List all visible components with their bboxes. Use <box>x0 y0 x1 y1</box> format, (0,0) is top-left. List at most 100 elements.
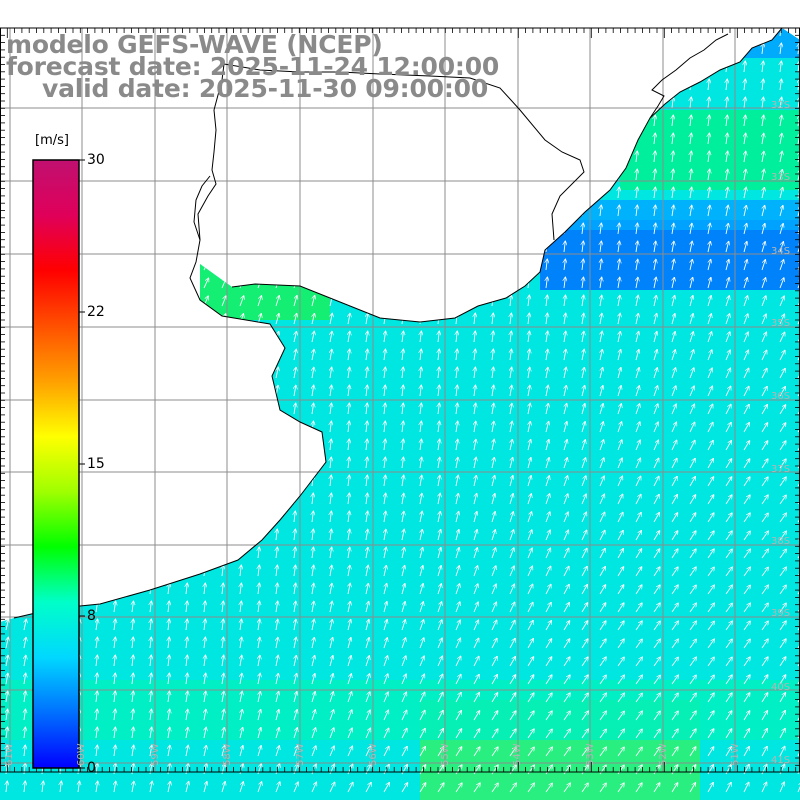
latitude-label: 38S <box>771 536 791 547</box>
wind-arrow <box>545 458 549 469</box>
wind-arrow <box>636 169 637 181</box>
wind-arrow <box>636 331 639 343</box>
wind-arrow <box>761 549 768 559</box>
wind-arrow <box>743 531 750 541</box>
wind-arrow <box>618 331 620 343</box>
wind-arrow <box>366 511 368 523</box>
wind-arrow <box>725 567 732 577</box>
wind-arrow <box>779 495 786 505</box>
wind-arrow <box>420 439 422 451</box>
wind-arrow <box>294 601 296 613</box>
wind-arrow <box>779 585 786 595</box>
wind-arrow <box>96 619 98 631</box>
wind-arrow <box>545 602 551 613</box>
wind-arrow <box>384 403 385 415</box>
wind-arrow <box>600 331 602 343</box>
wind-arrow <box>780 151 782 163</box>
wind-arrow <box>492 313 493 325</box>
wind-arrow <box>563 421 567 433</box>
wind-arrow <box>599 422 603 433</box>
wind-arrow <box>312 385 314 397</box>
wind-arrow <box>528 403 530 415</box>
wind-arrow <box>707 440 713 451</box>
wind-arrow <box>708 259 711 271</box>
wind-arrow <box>671 332 675 343</box>
wind-arrow <box>779 224 783 235</box>
wind-arrow <box>492 439 494 451</box>
wind-cell-patch <box>540 220 800 290</box>
wind-arrow <box>707 513 714 523</box>
wind-arrow <box>689 350 694 361</box>
wind-arrow <box>366 439 367 451</box>
wind-arrow <box>420 385 421 397</box>
wind-arrow <box>689 295 693 307</box>
wind-cell-patch <box>620 110 800 190</box>
wind-arrow <box>384 529 386 541</box>
wind-arrow <box>636 151 637 163</box>
wind-arrow <box>222 619 223 631</box>
wind-arrow <box>527 512 532 523</box>
latitude-label: 39S <box>771 608 791 619</box>
wind-arrow <box>348 403 349 415</box>
wind-arrow <box>240 619 242 631</box>
wind-arrow <box>420 529 422 541</box>
wind-arrow <box>509 602 515 613</box>
wind-arrow <box>725 332 730 343</box>
wind-arrow <box>653 512 660 523</box>
wind-arrow <box>744 115 746 127</box>
wind-arrow <box>743 459 750 469</box>
wind-arrow <box>546 295 547 307</box>
wind-arrow <box>780 28 781 37</box>
wind-arrow <box>563 530 569 541</box>
wind-arrow <box>725 350 730 361</box>
wind-arrow <box>491 493 495 505</box>
wind-arrow <box>690 115 691 127</box>
wind-arrow <box>654 277 656 289</box>
wind-arrow <box>581 566 587 577</box>
wind-arrow <box>582 385 585 397</box>
wind-arrow <box>635 585 642 595</box>
wind-arrow <box>545 530 550 541</box>
wind-arrow <box>689 404 695 415</box>
wind-arrow <box>510 295 511 307</box>
wind-arrow <box>761 441 768 451</box>
wind-arrow <box>474 313 475 325</box>
wind-arrow <box>240 583 241 595</box>
wind-arrow <box>761 386 767 397</box>
wind-arrow <box>635 512 641 523</box>
wind-arrow <box>762 187 764 199</box>
longitude-label: 57W <box>295 743 306 766</box>
wind-arrow <box>599 440 604 451</box>
wind-arrow <box>689 531 696 541</box>
wind-arrow <box>456 457 458 469</box>
wind-arrow <box>690 241 692 253</box>
wind-arrow <box>150 601 151 613</box>
wind-arrow <box>564 349 566 361</box>
wind-arrow <box>402 529 404 541</box>
wind-arrow <box>780 61 781 73</box>
wind-arrow <box>419 565 423 577</box>
wind-arrow <box>708 79 709 91</box>
wind-arrow <box>617 512 623 523</box>
wind-arrow <box>743 477 750 487</box>
wind-arrow <box>726 241 729 253</box>
wind-arrow <box>582 295 584 307</box>
wind-arrow <box>581 603 588 613</box>
wind-arrow <box>653 350 657 361</box>
wind-arrow <box>725 513 732 523</box>
wind-arrow <box>582 259 583 271</box>
wind-arrow <box>761 368 767 379</box>
wind-arrow <box>653 603 660 613</box>
wind-arrow <box>276 583 278 595</box>
wind-arrow <box>672 115 673 127</box>
wind-arrow <box>744 79 745 91</box>
wind-arrow <box>474 475 476 487</box>
wind-arrow <box>420 475 422 487</box>
wind-arrow <box>474 331 475 343</box>
wind-arrow <box>402 547 404 559</box>
wind-arrow <box>456 421 458 433</box>
wind-arrow <box>618 313 620 325</box>
wind-arrow <box>437 566 441 577</box>
wind-arrow <box>546 385 548 397</box>
wind-arrow <box>419 602 423 613</box>
